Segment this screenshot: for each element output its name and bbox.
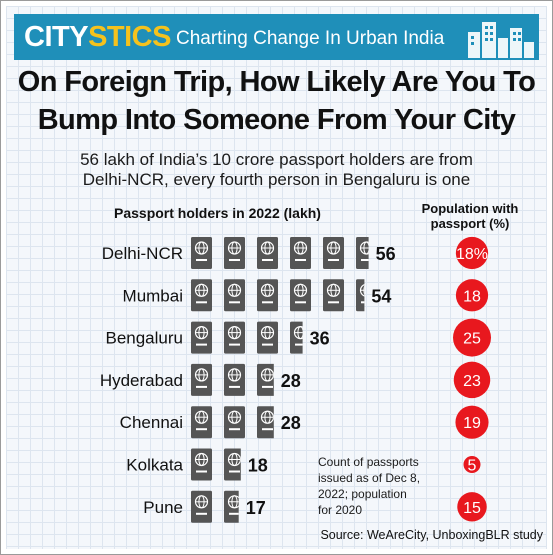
passport-icon bbox=[191, 279, 212, 312]
passport-icon bbox=[224, 448, 241, 481]
passport-icon bbox=[290, 279, 311, 312]
footnote: Count of passports issued as of Dec 8, 2… bbox=[318, 454, 446, 518]
population-label: 18 bbox=[463, 288, 481, 305]
passport-icon bbox=[290, 237, 311, 269]
category-label: Mumbai bbox=[123, 286, 183, 305]
population-circle bbox=[455, 236, 489, 270]
footnote-line: 2022; population bbox=[318, 487, 407, 501]
footnote-line: issued as of Dec 8, bbox=[318, 471, 421, 485]
footnote-line: Count of passports bbox=[318, 455, 419, 469]
passport-icon bbox=[191, 448, 212, 481]
passport-icon bbox=[224, 237, 245, 269]
subtitle-line-1: 56 lakh of India’s 10 crore passport hol… bbox=[80, 150, 473, 169]
population-label: 25 bbox=[463, 331, 481, 348]
passport-icon bbox=[191, 406, 212, 439]
brand-part2: STICS bbox=[88, 21, 171, 53]
subtitle-line-2: Delhi-NCR, every fourth person in Bengal… bbox=[82, 170, 471, 189]
value-label: 54 bbox=[371, 286, 391, 306]
passport-icon bbox=[257, 279, 278, 312]
population-column-title: Population with passport (%) bbox=[421, 201, 519, 231]
passport-icon bbox=[224, 406, 245, 439]
passport-icon bbox=[356, 279, 365, 312]
population-circle bbox=[453, 361, 491, 399]
passport-icon bbox=[356, 237, 369, 269]
category-label: Hyderabad bbox=[100, 371, 183, 390]
passport-icon bbox=[323, 279, 344, 312]
category-label: Bengaluru bbox=[105, 329, 183, 348]
passport-icon bbox=[191, 363, 212, 396]
header-banner: CITYSTICS Charting Change In Urban India bbox=[14, 14, 539, 60]
population-label: 23 bbox=[463, 373, 481, 390]
category-label: Delhi-NCR bbox=[102, 244, 183, 263]
population-label: 5 bbox=[468, 458, 477, 475]
grid-background bbox=[6, 6, 547, 549]
population-circle bbox=[455, 405, 489, 439]
category-label: Pune bbox=[143, 498, 183, 517]
passport-icon bbox=[191, 321, 212, 354]
passport-icon bbox=[257, 363, 274, 396]
header-tagline: Charting Change In Urban India bbox=[176, 28, 445, 49]
value-label: 36 bbox=[310, 329, 330, 349]
population-circle bbox=[463, 456, 481, 473]
value-label: 28 bbox=[281, 371, 301, 391]
category-label: Kolkata bbox=[126, 456, 183, 475]
category-label: Chennai bbox=[120, 413, 183, 432]
passport-icon bbox=[257, 406, 274, 439]
brand-part1: CITY bbox=[24, 21, 89, 53]
title-line-2: Bump Into Someone From Your City bbox=[37, 104, 516, 136]
passport-icon bbox=[323, 237, 344, 269]
source-credit: Source: WeAreCity, UnboxingBLR study bbox=[320, 528, 543, 542]
value-label: 17 bbox=[246, 498, 266, 518]
population-label: 18% bbox=[456, 246, 488, 263]
passport-icon bbox=[191, 237, 212, 269]
population-label: 15 bbox=[463, 500, 481, 517]
passport-icon bbox=[224, 490, 239, 523]
value-label: 18 bbox=[248, 456, 268, 476]
title-line-1: On Foreign Trip, How Likely Are You To bbox=[17, 66, 536, 98]
population-label: 19 bbox=[463, 415, 481, 432]
passport-icon bbox=[257, 321, 278, 354]
brand-logo: CITYSTICS bbox=[24, 19, 171, 55]
passport-icon bbox=[290, 321, 303, 354]
population-circle bbox=[453, 318, 491, 357]
passport-icon bbox=[224, 279, 245, 312]
passport-icon bbox=[257, 237, 278, 269]
footnote-line: for 2020 bbox=[318, 503, 363, 517]
skyline-icon bbox=[468, 22, 534, 58]
value-label: 28 bbox=[281, 413, 301, 433]
value-label: 56 bbox=[376, 244, 396, 264]
passport-icon bbox=[224, 321, 245, 354]
passport-icon bbox=[224, 363, 245, 396]
passport-icon bbox=[191, 490, 212, 523]
subtitle: 56 lakh of India’s 10 crore passport hol… bbox=[40, 150, 513, 190]
population-circle bbox=[457, 492, 487, 522]
chart-title: Passport holders in 2022 (lakh) bbox=[114, 205, 321, 221]
population-circle bbox=[455, 279, 489, 312]
